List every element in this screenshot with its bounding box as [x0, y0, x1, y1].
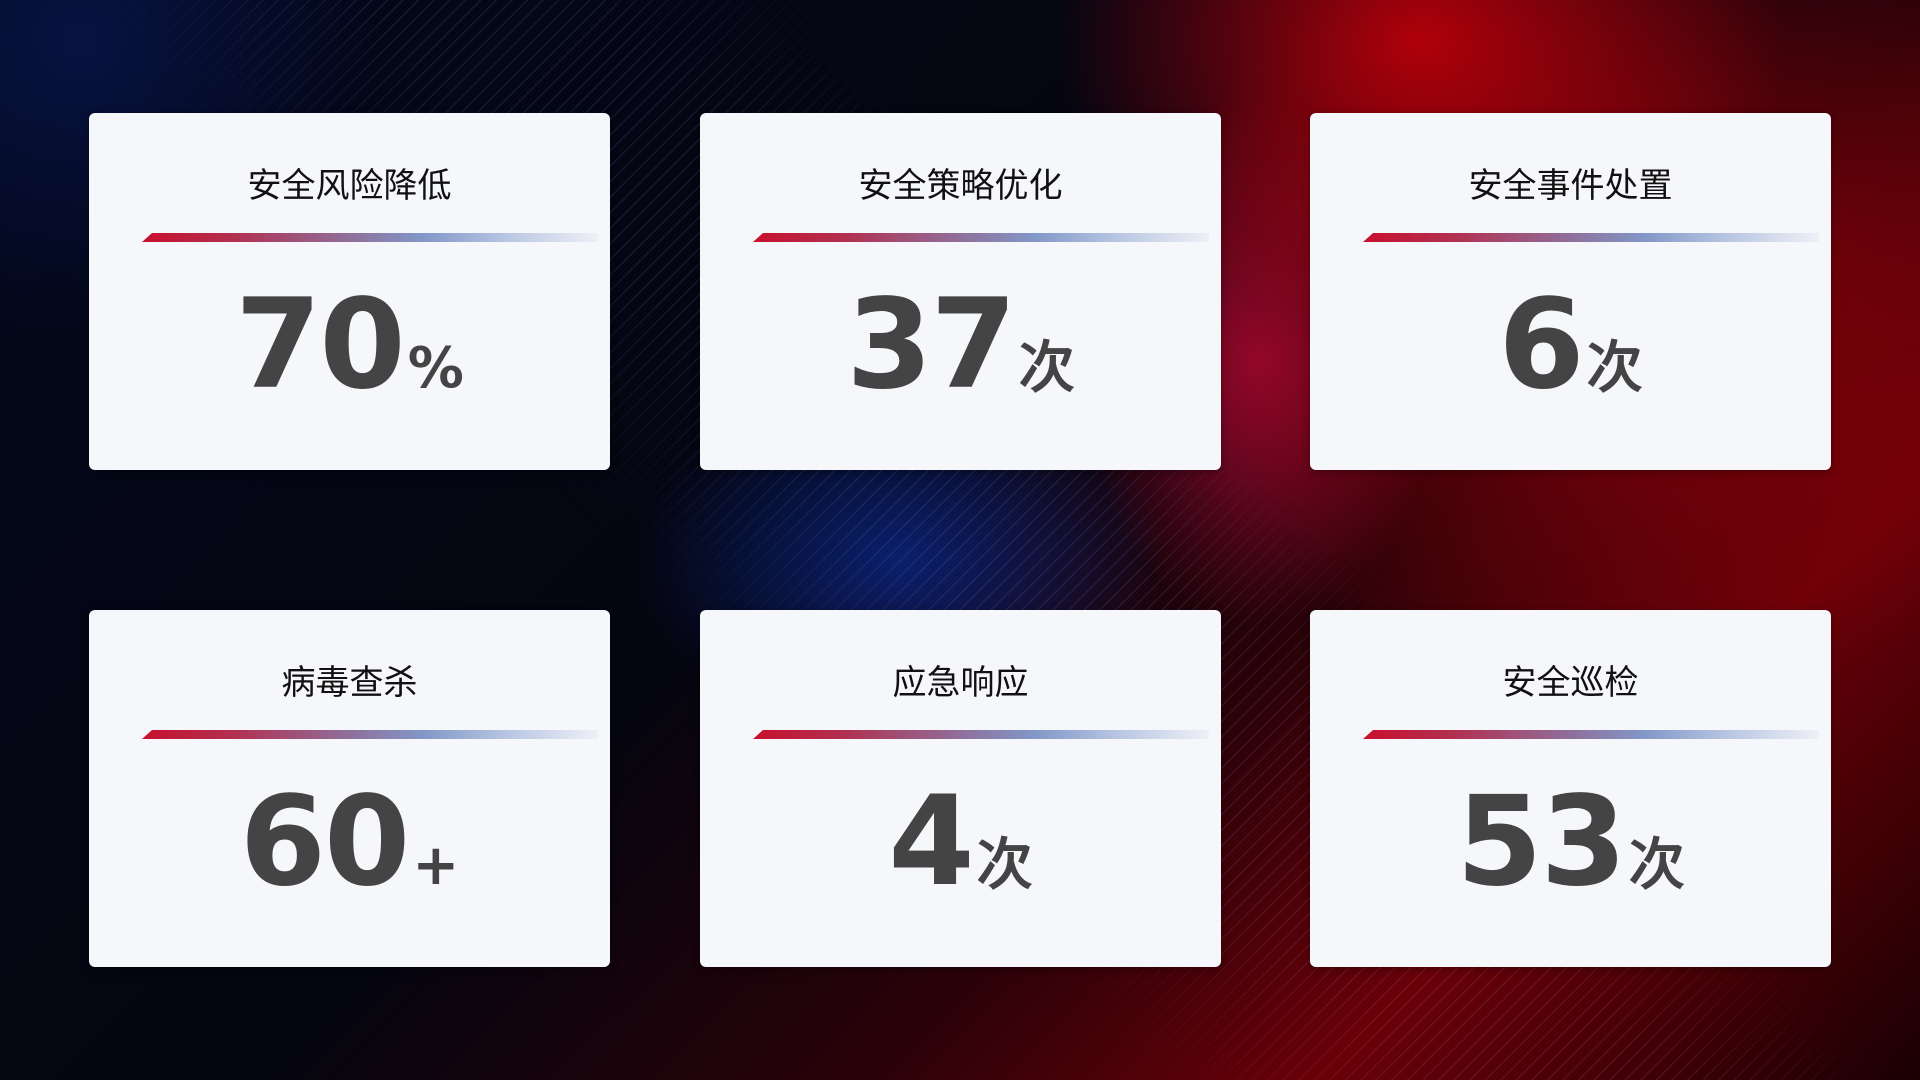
card-title: 安全风险降低 [247, 166, 452, 206]
gradient-divider [1363, 233, 1819, 242]
card-value: 37次 [700, 273, 1221, 417]
value-unit: 次 [1628, 833, 1685, 898]
value-number: 37 [846, 273, 1017, 417]
card-value: 4次 [700, 770, 1221, 914]
gradient-divider [753, 233, 1209, 242]
card-title: 应急响应 [892, 663, 1029, 703]
value-number: 4 [888, 770, 974, 914]
value-number: 53 [1456, 770, 1627, 914]
value-number: 60 [239, 770, 411, 914]
card-value: 6次 [1310, 273, 1831, 417]
card-value: 70% [89, 273, 610, 417]
stat-card-emergency-response: 应急响应 4次 [700, 610, 1221, 967]
stat-card-security-patrol: 安全巡检 53次 [1310, 610, 1831, 967]
card-title: 安全事件处置 [1468, 166, 1673, 206]
value-unit: + [412, 833, 460, 898]
stat-card-virus-removal: 病毒查杀 60+ [89, 610, 610, 967]
value-number: 6 [1498, 273, 1584, 417]
stat-card-policy-optimization: 安全策略优化 37次 [700, 113, 1221, 470]
value-unit: 次 [1586, 336, 1643, 401]
stat-card-risk-reduction: 安全风险降低 70% [89, 113, 610, 470]
gradient-divider [1363, 730, 1819, 739]
gradient-divider [142, 233, 598, 242]
stat-card-incident-handling: 安全事件处置 6次 [1310, 113, 1831, 470]
value-unit: % [407, 336, 464, 401]
card-value: 53次 [1310, 770, 1831, 914]
gradient-divider [142, 730, 598, 739]
value-unit: 次 [1018, 336, 1075, 401]
card-value: 60+ [89, 770, 610, 914]
card-title: 安全巡检 [1502, 663, 1639, 703]
card-title: 病毒查杀 [281, 663, 418, 703]
gradient-divider [753, 730, 1209, 739]
value-number: 70 [235, 273, 406, 417]
value-unit: 次 [976, 833, 1033, 898]
card-title: 安全策略优化 [858, 166, 1063, 206]
